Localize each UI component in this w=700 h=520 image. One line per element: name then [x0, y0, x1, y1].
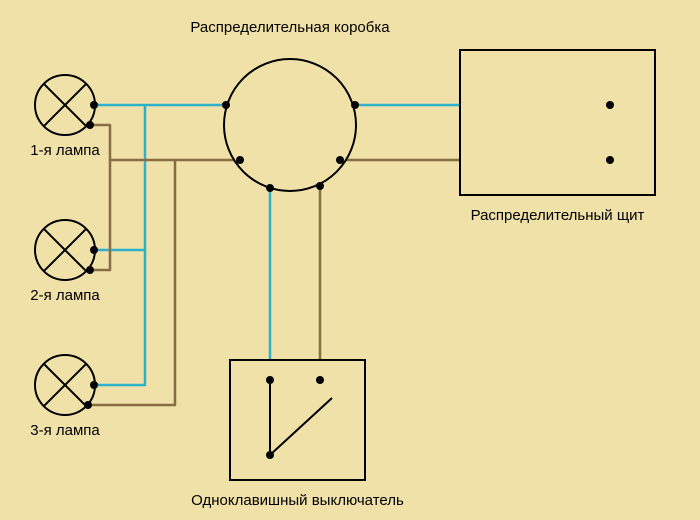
terminal-dot	[236, 156, 244, 164]
single-key-switch	[230, 360, 365, 480]
terminal-dot	[316, 182, 324, 190]
lamp3: 3-я лампа	[30, 355, 100, 439]
switch-label: Одноклавишный выключатель	[191, 492, 404, 509]
terminal-dot	[266, 184, 274, 192]
lamp2: 2-я лампа	[30, 220, 100, 304]
terminal-dot	[222, 101, 230, 109]
terminal-dot	[336, 156, 344, 164]
wiring-diagram: Распределительная коробка Распределительн…	[0, 0, 700, 520]
lamp1: 1-я лампа	[30, 75, 100, 159]
terminal-dot	[90, 381, 98, 389]
terminal-dot	[86, 266, 94, 274]
terminal-dot	[316, 376, 324, 384]
terminal-dot	[266, 376, 274, 384]
lamp-label: 2-я лампа	[30, 287, 100, 304]
distribution-panel-label: Распределительный щит	[471, 207, 645, 224]
terminal-dot	[90, 101, 98, 109]
terminal-dot	[606, 156, 614, 164]
distribution-panel	[460, 50, 655, 195]
terminal-dot	[266, 451, 274, 459]
lamp-label: 1-я лампа	[30, 142, 100, 159]
terminal-dot	[86, 121, 94, 129]
terminal-dot	[606, 101, 614, 109]
terminal-dot	[84, 401, 92, 409]
junction-box-label: Распределительная коробка	[190, 19, 390, 36]
terminal-dot	[90, 246, 98, 254]
junction-box	[224, 59, 356, 191]
terminal-dot	[351, 101, 359, 109]
lamp-label: 3-я лампа	[30, 422, 100, 439]
